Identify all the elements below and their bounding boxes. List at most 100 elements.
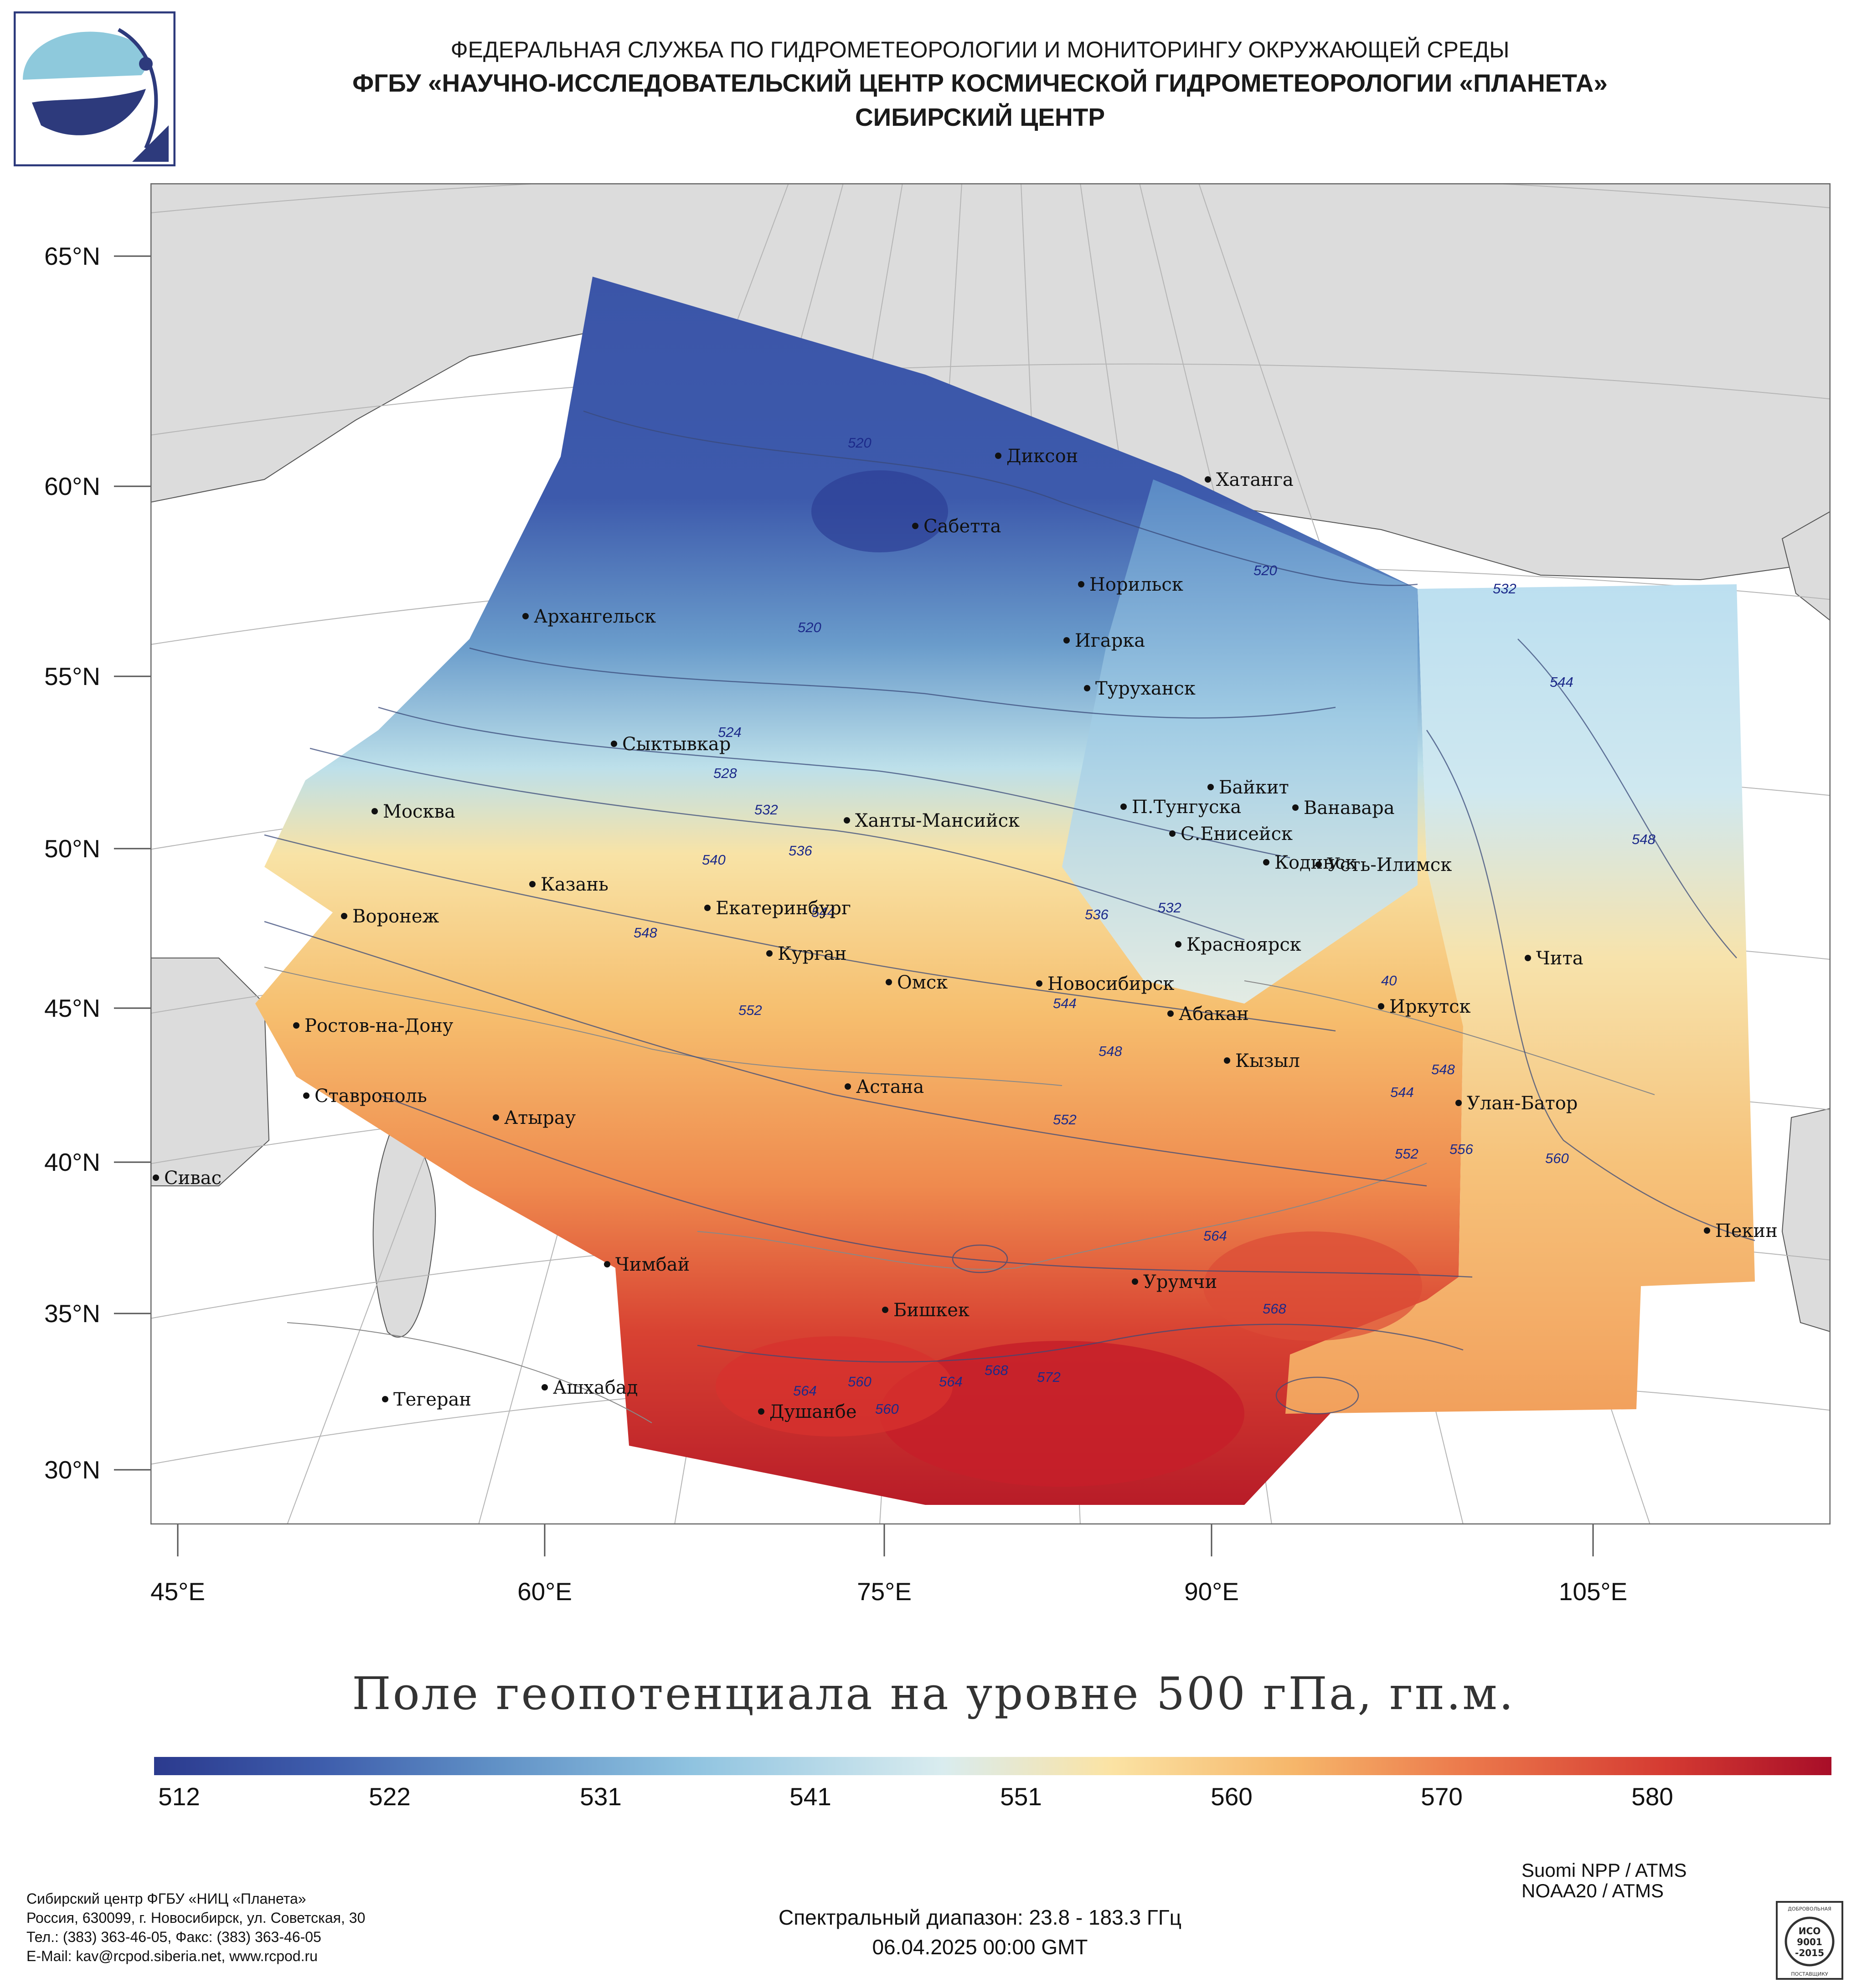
city-label: Бишкек: [893, 1300, 970, 1321]
lat-label: 40°N: [44, 1148, 100, 1176]
contour-label: 544: [1390, 1084, 1414, 1100]
contour-label: 548: [1632, 831, 1656, 847]
city-marker: [1169, 830, 1176, 837]
city-label: Ростов-на-Дону: [304, 1015, 454, 1036]
city-label: Красноярск: [1186, 934, 1301, 955]
iso-top-text: ДОБРОВОЛЬНАЯ: [1788, 1906, 1831, 1912]
colorbar-tick: 541: [789, 1782, 831, 1811]
city-label: Омск: [897, 972, 948, 993]
colorbar-tick: 531: [580, 1782, 622, 1811]
city-label: Сыктывкар: [622, 734, 731, 755]
colorbar-tick: 570: [1421, 1782, 1463, 1811]
warm-core: [880, 1341, 1244, 1487]
contour-label: 544: [1053, 995, 1077, 1011]
lon-label: 105°E: [1558, 1577, 1628, 1606]
contour-label: 520: [1253, 562, 1277, 578]
city-label: Абакан: [1179, 1004, 1249, 1025]
lon-label: 60°E: [517, 1577, 572, 1606]
contour-label: 552: [1053, 1112, 1077, 1128]
contour-label: 536: [789, 843, 812, 859]
city-label: Ханты-Мансийск: [855, 810, 1020, 831]
city-label: Кызыл: [1235, 1051, 1300, 1071]
colorbar-tick: 522: [369, 1782, 411, 1811]
datetime: 06.04.2025 00:00 GMT: [872, 1935, 1088, 1959]
city-label: Новосибирск: [1047, 973, 1174, 994]
city-marker: [153, 1174, 159, 1181]
city-label: Иркутск: [1389, 996, 1471, 1017]
city-marker: [382, 1396, 388, 1402]
city-marker: [886, 979, 892, 985]
city-marker: [1378, 1003, 1384, 1009]
contour-label: 544: [1550, 674, 1573, 690]
city-label: Сивас: [164, 1168, 222, 1189]
contour-label: 548: [634, 925, 657, 941]
isolines: [264, 410, 1755, 1415]
city-label: Норильск: [1089, 574, 1183, 595]
geopotential-field-mid: [1062, 479, 1418, 1004]
city-label: Ашхабад: [553, 1377, 638, 1398]
contour-label: 532: [1158, 900, 1181, 916]
city-label: Туруханск: [1095, 678, 1196, 699]
city-label: Атырау: [504, 1107, 576, 1128]
lon-label: 75°E: [857, 1577, 912, 1606]
city-marker: [293, 1022, 299, 1029]
map-frame: [150, 183, 1831, 1524]
colorbar-tick: 512: [158, 1782, 200, 1811]
contour-label: 560: [848, 1374, 872, 1390]
city-label: Екатеринбург: [716, 898, 851, 919]
contour-label: 548: [1099, 1043, 1122, 1059]
city-marker: [341, 913, 347, 919]
contour-label: 552: [1395, 1146, 1418, 1162]
city-label: С.Енисейск: [1181, 824, 1293, 845]
lat-ticks: [114, 255, 150, 1471]
city-marker: [758, 1408, 764, 1415]
city-label: Ванавара: [1304, 798, 1395, 819]
iso-bottom-text: ПОСТАВЩИКУ: [1791, 1971, 1828, 1977]
iso-line2: 9001: [1797, 1936, 1822, 1947]
city-label: Казань: [541, 874, 609, 895]
city-marker: [303, 1092, 309, 1099]
contour-label: 560: [1545, 1150, 1569, 1166]
colorbar-tick: 580: [1631, 1782, 1673, 1811]
city-marker: [704, 905, 711, 911]
contour-label: 532: [754, 802, 778, 818]
lat-label: 35°N: [44, 1299, 100, 1328]
contour-label: 40: [1381, 973, 1397, 989]
city-marker: [1036, 980, 1042, 987]
city-marker: [542, 1384, 548, 1391]
city-marker: [1224, 1057, 1230, 1064]
city-marker: [912, 523, 918, 529]
city-label: Байкит: [1219, 777, 1289, 798]
city-label: Улан-Батор: [1467, 1093, 1578, 1114]
city-marker: [766, 950, 773, 957]
city-marker: [493, 1114, 499, 1121]
city-marker: [522, 613, 529, 619]
planeta-logo-icon: [14, 11, 175, 166]
city-label: Урумчи: [1143, 1272, 1217, 1293]
lon-label: 45°E: [150, 1577, 205, 1606]
contour-label: 560: [875, 1401, 899, 1417]
center-header: СИБИРСКИЙ ЦЕНТР: [855, 103, 1105, 131]
institute-header: ФГБУ «НАУЧНО-ИССЛЕДОВАТЕЛЬСКИЙ ЦЕНТР КОС…: [352, 69, 1608, 97]
lon-label: 90°E: [1184, 1577, 1239, 1606]
colorbar-tick: 560: [1211, 1782, 1253, 1811]
colorbar: [154, 1757, 1831, 1775]
city-marker: [604, 1261, 610, 1267]
city-marker: [1120, 803, 1127, 810]
city-label: Игарка: [1075, 630, 1145, 651]
iso-certification-icon: ДОБРОВОЛЬНАЯ ИСО 9001 -2015 ПОСТАВЩИКУ: [1776, 1901, 1843, 1980]
contour-label: 564: [1203, 1228, 1227, 1244]
lat-label: 65°N: [44, 242, 100, 270]
city-label: Курган: [778, 943, 847, 964]
colorbar-tick: 551: [1000, 1782, 1042, 1811]
lat-label: 55°N: [44, 662, 100, 690]
city-label: Чита: [1536, 948, 1583, 969]
city-marker: [611, 741, 617, 747]
org-phone: Тел.: (383) 363-46-05, Факс: (383) 363-4…: [26, 1929, 321, 1945]
city-label: Ставрополь: [315, 1086, 427, 1107]
contour-label: 564: [939, 1374, 963, 1390]
city-marker: [1704, 1227, 1710, 1234]
cities: Диксон Хатанга Сабетта Норильск Архангел…: [153, 446, 1778, 1422]
contour-label: 568: [1263, 1301, 1286, 1317]
city-label: Москва: [383, 801, 455, 822]
